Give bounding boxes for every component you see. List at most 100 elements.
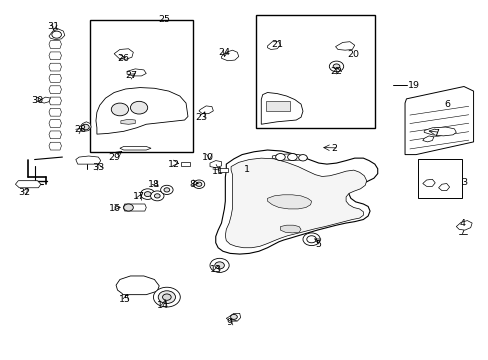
Bar [256, 15, 375, 128]
Text: 18: 18 [147, 180, 160, 189]
Text: 6: 6 [444, 100, 450, 109]
Polygon shape [199, 106, 213, 114]
Text: 32: 32 [18, 188, 30, 197]
Polygon shape [49, 86, 61, 94]
Bar [417, 159, 461, 198]
Polygon shape [40, 97, 50, 103]
Text: 5: 5 [315, 240, 321, 249]
Circle shape [287, 154, 297, 161]
Polygon shape [335, 42, 354, 50]
Bar [181, 162, 189, 166]
Text: 25: 25 [158, 15, 170, 24]
Circle shape [150, 191, 163, 201]
Circle shape [158, 291, 175, 303]
Bar [265, 101, 289, 111]
Polygon shape [76, 156, 101, 164]
Text: 21: 21 [270, 40, 282, 49]
Bar [90, 20, 193, 153]
Polygon shape [49, 41, 61, 48]
Text: 9: 9 [226, 318, 232, 327]
Polygon shape [272, 154, 307, 160]
Polygon shape [123, 204, 146, 211]
Polygon shape [49, 108, 61, 116]
Circle shape [214, 262, 224, 269]
Polygon shape [424, 127, 455, 136]
Text: 30: 30 [31, 96, 43, 105]
Polygon shape [116, 276, 159, 294]
Text: 16: 16 [109, 204, 121, 213]
Text: 2: 2 [331, 144, 337, 153]
Circle shape [306, 236, 316, 243]
Polygon shape [404, 86, 472, 154]
Polygon shape [49, 120, 61, 127]
Polygon shape [49, 52, 61, 60]
Circle shape [130, 101, 147, 114]
Polygon shape [209, 161, 221, 168]
Polygon shape [225, 158, 366, 248]
Circle shape [196, 182, 202, 186]
Text: 29: 29 [108, 153, 120, 162]
Polygon shape [422, 136, 433, 142]
Polygon shape [455, 221, 471, 230]
Polygon shape [79, 122, 91, 131]
Polygon shape [49, 63, 61, 71]
Polygon shape [221, 50, 238, 61]
Polygon shape [267, 195, 311, 209]
Circle shape [52, 31, 61, 38]
Text: 28: 28 [74, 125, 86, 134]
Text: 33: 33 [92, 163, 104, 172]
Polygon shape [226, 313, 240, 321]
Polygon shape [422, 179, 434, 186]
Text: 11: 11 [211, 167, 224, 176]
Circle shape [162, 294, 171, 300]
Bar [218, 168, 227, 172]
Text: 27: 27 [125, 71, 137, 80]
Text: 19: 19 [407, 81, 419, 90]
Text: 14: 14 [157, 301, 169, 310]
Text: 17: 17 [133, 192, 145, 201]
Circle shape [81, 124, 89, 130]
Polygon shape [121, 119, 135, 124]
Text: 26: 26 [117, 54, 129, 63]
Polygon shape [49, 131, 61, 139]
Circle shape [163, 188, 169, 192]
Text: 3: 3 [460, 178, 466, 187]
Circle shape [209, 258, 229, 273]
Circle shape [303, 233, 320, 246]
Polygon shape [438, 184, 448, 190]
Polygon shape [261, 93, 303, 124]
Text: 24: 24 [218, 49, 230, 58]
Polygon shape [49, 29, 64, 40]
Circle shape [154, 194, 160, 198]
Text: 7: 7 [432, 129, 438, 138]
Circle shape [328, 61, 343, 72]
Text: 1: 1 [243, 165, 249, 174]
Polygon shape [280, 225, 301, 233]
Polygon shape [215, 150, 377, 254]
Text: 31: 31 [47, 22, 59, 31]
Polygon shape [120, 147, 151, 150]
Text: 15: 15 [119, 295, 131, 304]
Text: 13: 13 [209, 265, 222, 274]
Polygon shape [49, 75, 61, 82]
Circle shape [144, 192, 151, 197]
Text: 23: 23 [195, 113, 207, 122]
Circle shape [153, 287, 180, 307]
Text: 22: 22 [330, 67, 342, 76]
Circle shape [332, 64, 339, 69]
Circle shape [230, 314, 237, 319]
Text: 10: 10 [202, 153, 214, 162]
Circle shape [123, 204, 133, 211]
Circle shape [193, 180, 204, 189]
Circle shape [140, 189, 155, 199]
Polygon shape [49, 97, 61, 105]
Polygon shape [16, 181, 41, 188]
Circle shape [111, 103, 128, 116]
Polygon shape [267, 42, 280, 49]
Polygon shape [114, 49, 133, 59]
Text: 12: 12 [167, 159, 180, 168]
Polygon shape [49, 142, 61, 150]
Text: 8: 8 [189, 180, 195, 189]
Polygon shape [96, 87, 187, 134]
Polygon shape [127, 69, 146, 76]
